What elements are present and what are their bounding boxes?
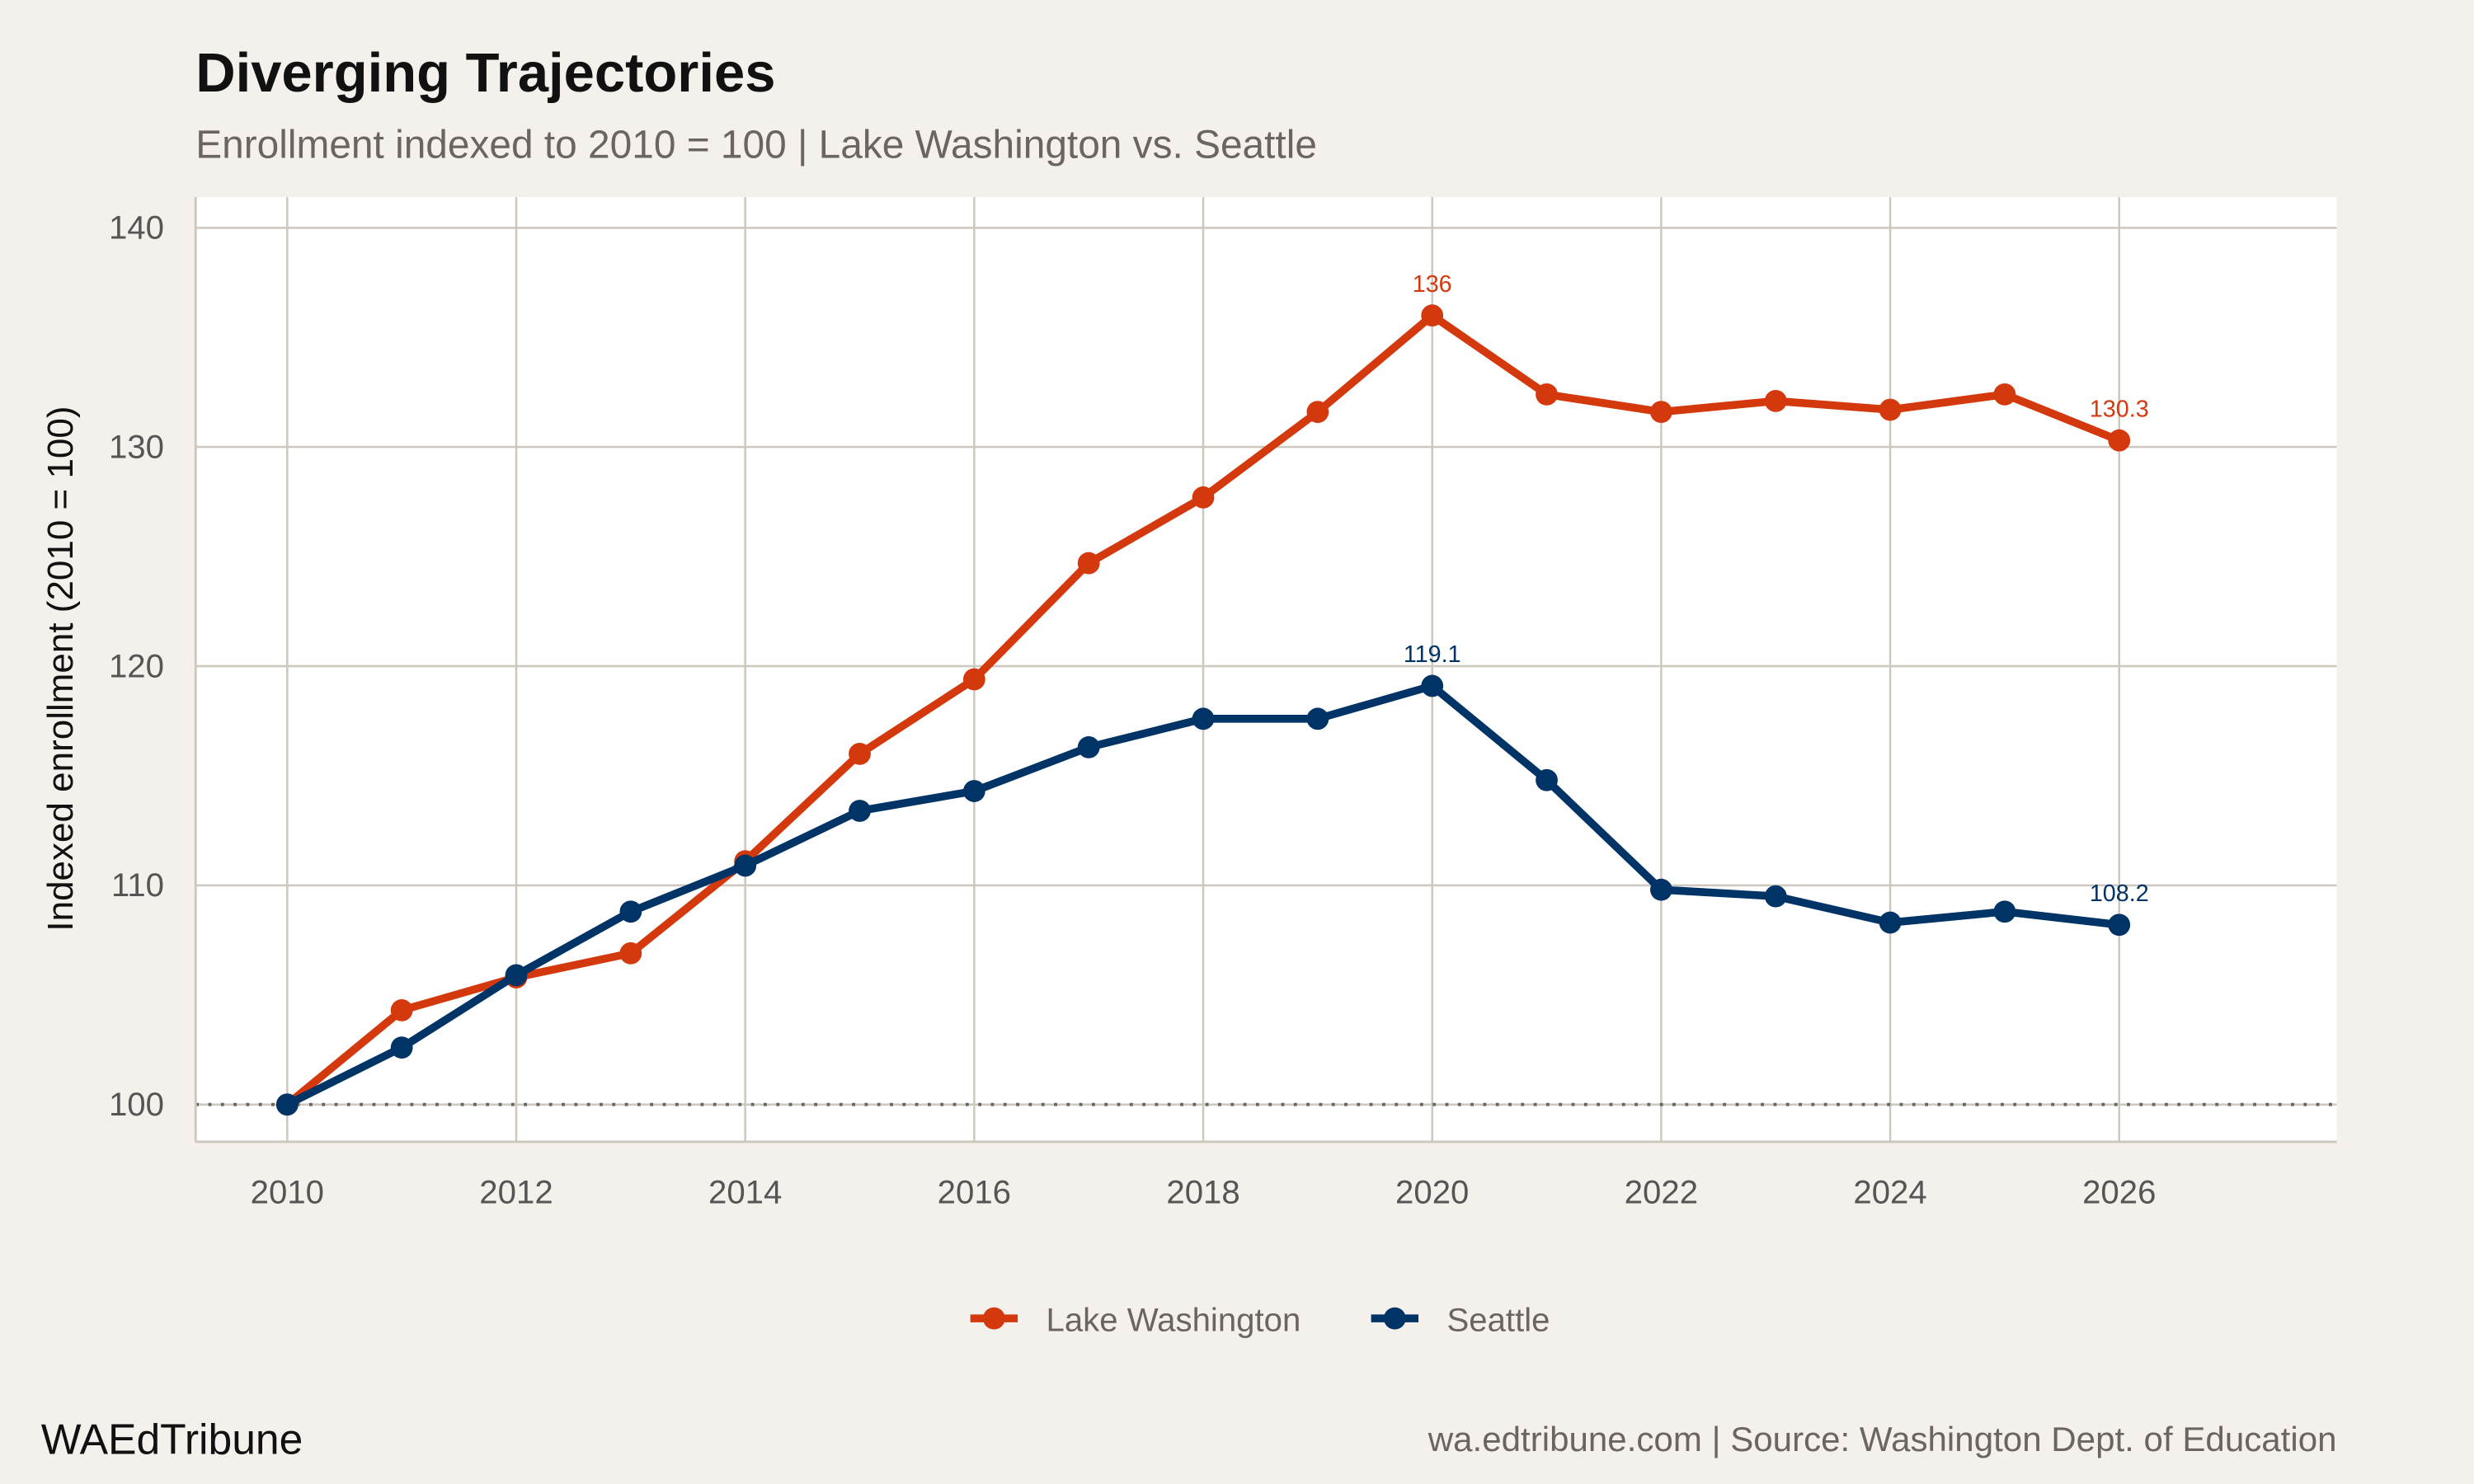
data-point — [1993, 900, 2016, 923]
data-label: 130.3 — [2090, 397, 2149, 423]
x-tick-label: 2014 — [708, 1174, 782, 1211]
data-point — [1764, 885, 1787, 908]
legend-key-marker — [982, 1307, 1005, 1330]
data-point — [1536, 383, 1558, 406]
data-point — [1649, 878, 1672, 901]
x-tick-label: 2024 — [1853, 1174, 1926, 1211]
data-point — [1993, 383, 2016, 406]
data-point — [962, 780, 985, 802]
data-point — [1649, 401, 1672, 424]
legend-label: Lake Washington — [1046, 1301, 1300, 1338]
footer-source: wa.edtribune.com | Source: Washington De… — [1427, 1420, 2337, 1458]
x-tick-label: 2020 — [1395, 1174, 1469, 1211]
data-point — [962, 668, 985, 691]
data-point — [390, 1036, 413, 1059]
footer-brand: WAEdTribune — [41, 1416, 303, 1463]
axes: 2010 2012 2014 2016 2018 2020 2022 2024 2026 100 1… — [109, 197, 2337, 1211]
plot-panel — [195, 197, 2337, 1142]
y-tick-label: 110 — [111, 866, 164, 904]
data-point — [1764, 389, 1787, 412]
grid — [195, 197, 2337, 1142]
x-tick-label: 2016 — [938, 1174, 1011, 1211]
data-point — [1306, 401, 1329, 424]
x-tick-label: 2026 — [2082, 1174, 2156, 1211]
data-label: 119.1 — [1404, 641, 1461, 668]
data-point — [390, 999, 413, 1021]
data-label: 108.2 — [2090, 881, 2149, 907]
legend-key-marker — [1383, 1307, 1406, 1330]
y-tick-label: 100 — [109, 1086, 164, 1123]
data-point — [849, 800, 871, 822]
x-tick-label: 2022 — [1625, 1174, 1698, 1211]
legend-label: Seattle — [1446, 1301, 1550, 1338]
chart-title: Diverging Trajectories — [195, 42, 775, 104]
y-tick-label: 130 — [109, 429, 164, 466]
chart-subtitle: Enrollment indexed to 2010 = 100 | Lake … — [195, 123, 1317, 167]
y-axis-label: Indexed enrollment (2010 = 100) — [40, 406, 81, 931]
data-point — [1421, 674, 1444, 697]
data-point — [619, 900, 642, 923]
data-point — [1536, 768, 1558, 791]
data-label: 136 — [1413, 271, 1452, 298]
data-point — [1879, 398, 1902, 421]
data-point — [1192, 707, 1215, 730]
x-tick-label: 2010 — [251, 1174, 324, 1211]
data-labels: 136 130.3 119.1 108.2 — [1404, 271, 2149, 907]
data-point — [619, 942, 642, 965]
data-point — [1879, 911, 1902, 934]
x-tick-label: 2018 — [1166, 1174, 1239, 1211]
y-tick-label: 140 — [109, 209, 164, 247]
legend: Lake Washington Seattle — [970, 1301, 1550, 1338]
data-point — [1077, 552, 1100, 575]
data-point — [2108, 913, 2131, 937]
data-point — [2108, 429, 2131, 452]
data-point — [275, 1093, 299, 1116]
data-point — [849, 742, 871, 765]
data-point — [505, 964, 528, 987]
data-point — [1306, 707, 1329, 730]
y-tick-label: 120 — [109, 647, 164, 684]
data-point — [1077, 735, 1100, 758]
series-lines — [275, 304, 2131, 1116]
data-point — [1192, 486, 1215, 509]
data-point — [1421, 304, 1444, 327]
data-point — [734, 854, 757, 877]
x-tick-label: 2012 — [479, 1174, 553, 1211]
